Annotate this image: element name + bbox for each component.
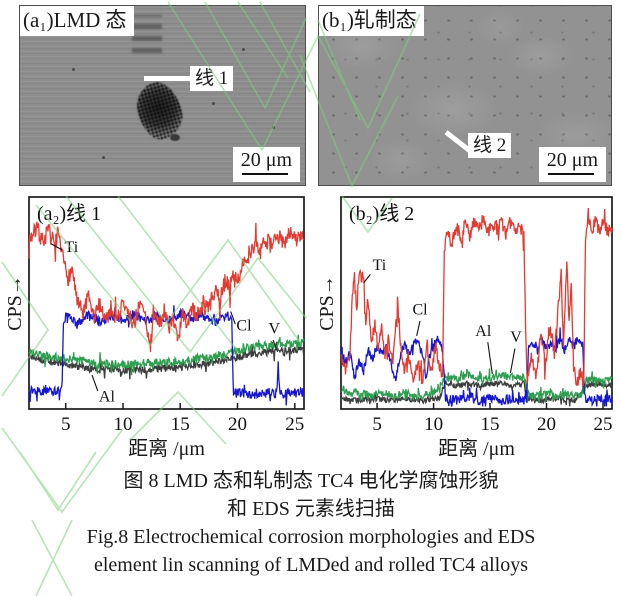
micrograph-lmd: 线 1 (a₁)LMD 态 20 μm — [19, 5, 306, 186]
eds-chart-line2: CPS→ 5 10 15 20 25 Ti Cl Al V (b₂)线 2 距离 /μm — [316, 196, 613, 460]
x-tick-label: 20 — [228, 414, 247, 432]
element-label-Cl: Cl — [236, 318, 252, 335]
annotation-pointer — [363, 274, 371, 284]
caption-zh-line1: 图 8 LMD 态和轧制态 TC4 电化学腐蚀形貌 — [123, 470, 499, 492]
speck — [102, 156, 105, 159]
x-tick-label: 25 — [594, 414, 613, 432]
x-tick-label: 10 — [114, 414, 133, 432]
caption-en-line2: element lin scanning of LMDed and rolled… — [94, 554, 528, 576]
scan-line-1-label: 线 1 — [190, 66, 234, 91]
element-label-Al: Al — [99, 389, 116, 406]
annotation-pointer — [509, 348, 516, 374]
corrosion-smudge — [132, 15, 162, 53]
caption-en-line1: Fig.8 Electrochemical corrosion morpholo… — [86, 526, 536, 548]
micrograph-rolled: 线 2 (b₁)轧制态 20 μm — [318, 5, 612, 186]
element-label-V: V — [269, 321, 281, 338]
scan-line-1 — [144, 76, 190, 81]
x-axis-label-b2: 距离 /μm — [438, 438, 515, 460]
scale-bar-b1-text: 20 μm — [546, 148, 598, 171]
y-axis-label-b2: CPS→ — [316, 275, 338, 331]
x-tick-label: 15 — [171, 414, 190, 432]
series-Cl — [340, 327, 613, 408]
element-label-Ti: Ti — [65, 239, 79, 256]
corrosion-pit-satellite — [170, 134, 180, 141]
x-tick-label: 5 — [372, 414, 382, 432]
y-axis-label-a2: CPS→ — [4, 275, 26, 331]
eds-chart-line1: CPS→ 5 10 15 20 25 Ti Cl V Al (a₂)线 1 距离 /μm — [4, 196, 305, 460]
scale-bar-a1: 20 μm — [232, 146, 300, 182]
element-label-Cl: Cl — [412, 302, 428, 319]
figure-caption: 图 8 LMD 态和轧制态 TC4 电化学腐蚀形貌 和 EDS 元素线扫描 Fi… — [0, 467, 622, 579]
x-tick-label: 5 — [61, 414, 70, 432]
scan-line-2-label: 线 2 — [468, 133, 512, 158]
caption-zh-line2: 和 EDS 元素线扫描 — [227, 498, 395, 520]
annotation-pointer — [487, 342, 493, 375]
x-axis-label-a2: 距离 /μm — [128, 438, 205, 460]
panel-b1-label: (b₁)轧制态 — [319, 6, 424, 36]
speck — [272, 126, 275, 129]
series-V — [340, 368, 613, 403]
eds-plot-a2: 5 10 15 20 25 Ti Cl V Al (a₂)线 1 — [28, 196, 305, 432]
speck — [212, 102, 215, 105]
scale-bar-a1-rule — [241, 172, 288, 175]
scale-bar-a1-text: 20 μm — [240, 148, 292, 171]
chart-panel-label: (b₂)线 2 — [349, 202, 414, 225]
element-label-V: V — [510, 329, 522, 346]
annotation-pointer — [91, 374, 99, 392]
annotation-pointer — [416, 320, 421, 337]
eds-plot-b2: 5 10 15 20 25 Ti Cl Al V (b₂)线 2 — [340, 196, 613, 432]
scale-bar-b1-rule — [547, 172, 594, 175]
x-tick-label: 25 — [285, 414, 304, 432]
scan-line-1-marker: 线 1 — [144, 66, 234, 91]
x-tick-label: 20 — [537, 414, 556, 432]
series-Al — [340, 379, 613, 407]
scale-bar-b1: 20 μm — [538, 146, 606, 182]
panel-a1-label: (a₁)LMD 态 — [20, 6, 134, 36]
x-tick-label: 10 — [424, 414, 443, 432]
series-Ti — [340, 207, 613, 388]
speck — [72, 68, 75, 71]
plot-frame — [28, 196, 305, 410]
element-label-Ti: Ti — [373, 257, 387, 274]
element-label-Al: Al — [475, 323, 492, 340]
x-tick-label: 15 — [481, 414, 500, 432]
chart-panel-label: (a₂)线 1 — [37, 202, 101, 225]
speck — [242, 48, 245, 51]
